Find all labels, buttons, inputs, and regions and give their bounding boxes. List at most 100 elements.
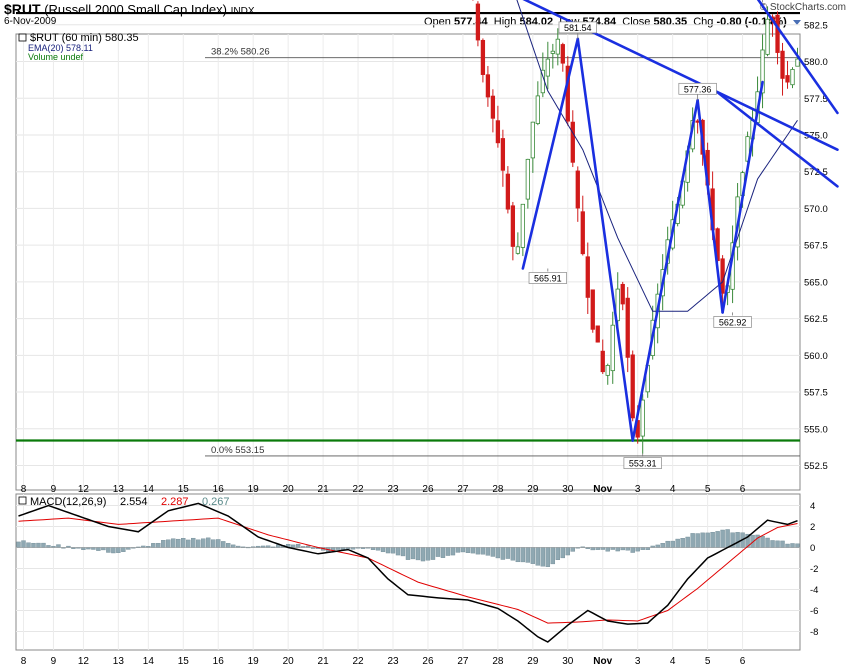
macd-hist-bar	[760, 535, 765, 548]
macd-hist-bar	[770, 540, 775, 548]
candle-body	[475, 3, 481, 41]
macd-hist-bar	[450, 547, 456, 556]
macd-hist-bar	[121, 547, 126, 552]
candle-body	[480, 39, 486, 75]
x-tick-label-bottom: 16	[213, 656, 225, 667]
macd-legend-name: MACD(12,26,9)	[30, 496, 106, 508]
x-tick-label-top: 6	[740, 484, 746, 495]
macd-hist-bar	[700, 532, 705, 548]
macd-hist-bar	[176, 538, 181, 548]
price-tick-label: 560.0	[804, 351, 828, 362]
x-tick-label-top: 14	[143, 484, 155, 495]
x-tick-label-bottom: Nov	[593, 656, 612, 667]
x-tick-label-bottom: 21	[318, 656, 330, 667]
x-tick-label-top: 5	[705, 484, 711, 495]
x-tick-label-bottom: 4	[670, 656, 676, 667]
x-tick-label-bottom: 22	[353, 656, 365, 667]
price-tick-label: 582.5	[804, 20, 828, 31]
macd-tick-label: 2	[810, 522, 815, 533]
annotation-box	[528, 272, 567, 284]
macd-hist-bar	[101, 547, 106, 551]
macd-hist-bar	[96, 547, 101, 551]
macd-hist-bar	[685, 536, 690, 548]
macd-hist-bar	[540, 547, 546, 567]
macd-tick-label: -8	[810, 627, 818, 638]
macd-hist-bar	[530, 547, 536, 564]
candle-body	[485, 74, 491, 98]
price-tick-label: 580.0	[804, 57, 828, 68]
x-tick-label-top: 13	[113, 484, 125, 495]
macd-hist-bar	[590, 547, 595, 551]
x-tick-label-bottom: 13	[113, 656, 125, 667]
macd-hist-bar	[375, 547, 381, 551]
macd-hist-bar	[435, 547, 441, 557]
macd-hist-bar	[545, 547, 551, 567]
macd-hist-bar	[705, 532, 710, 548]
x-tick-label-bottom: 14	[143, 656, 155, 667]
macd-panel: -8 -6 -4 -2 0 2 4 MACD(12,26,9) 2.554 2.287 0.267	[15, 493, 818, 651]
macd-hist-bar	[26, 542, 31, 548]
macd-hist-bar	[630, 547, 635, 553]
macd-hist-bar	[31, 542, 36, 548]
macd-hist-bar	[161, 540, 166, 548]
x-tick-label-bottom: 26	[422, 656, 434, 667]
macd-hist-bar	[620, 547, 625, 551]
x-tick-label-bottom: 23	[387, 656, 399, 667]
macd-hist-bar	[335, 547, 341, 550]
x-tick-label-top: 26	[422, 484, 434, 495]
x-tick-label-top: 22	[353, 484, 365, 495]
x-tick-label-bottom: 30	[562, 656, 574, 667]
macd-hist-bar	[780, 540, 785, 548]
price-annotation: 565.91	[534, 274, 562, 284]
macd-hist-bar	[116, 547, 121, 553]
trend-line	[721, 80, 764, 314]
macd-hist-bar	[420, 547, 426, 562]
x-tick-label-top: 19	[248, 484, 260, 495]
macd-hist-bar	[560, 547, 566, 559]
legend-swatch-candle	[18, 33, 27, 42]
annotation-box	[558, 21, 597, 34]
x-tick-label-top: 8	[21, 484, 27, 495]
x-tick-label-top: 20	[283, 484, 295, 495]
price-tick-label: 565.0	[804, 277, 828, 288]
legend-main: $RUT (60 min) 580.35	[30, 32, 139, 44]
price-panel: 552.5 555.0 557.5 560.0 562.5 565.0 567.5 570.0…	[15, 0, 839, 491]
fib-label: 38.2% 580.26	[211, 47, 270, 58]
x-tick-label-bottom: 5	[705, 656, 711, 667]
candle-body	[720, 258, 725, 294]
candle-body	[555, 38, 560, 55]
trend-line	[521, 37, 580, 270]
candle-body	[560, 44, 565, 64]
macd-hist-bar	[226, 543, 231, 548]
x-tick-label-bottom: 3	[635, 656, 641, 667]
candle-body	[615, 288, 620, 322]
macd-hist-bar	[635, 547, 640, 552]
candle-body	[610, 324, 615, 372]
macd-hist-bar	[196, 539, 201, 548]
macd-hist-bar	[81, 547, 86, 550]
macd-hist-bar	[605, 547, 610, 552]
chevron-down-icon[interactable]	[792, 19, 801, 25]
macd-hist-bar	[415, 547, 421, 561]
x-tick-label-bottom: 9	[51, 656, 57, 667]
price-plot-area	[15, 33, 801, 491]
price-annotation: 577.36	[684, 84, 712, 94]
macd-hist-value: 0.267	[202, 496, 230, 508]
x-tick-label-top: 21	[318, 484, 330, 495]
x-tick-label-top: 30	[562, 484, 574, 495]
macd-hist-bar	[211, 539, 216, 548]
macd-hist-bar	[690, 533, 695, 548]
macd-hist-bar	[520, 547, 526, 563]
macd-hist-bar	[440, 547, 446, 558]
price-tick-label: 572.5	[804, 167, 828, 178]
x-tick-label-bottom: 6	[740, 656, 746, 667]
macd-hist-bar	[216, 539, 221, 548]
chart-date: 6-Nov-2009	[4, 16, 57, 27]
macd-hist-bar	[670, 540, 675, 548]
macd-hist-bar	[660, 543, 665, 548]
macd-tick-label: 0	[810, 543, 815, 554]
macd-hist-bar	[500, 547, 506, 560]
candle-body	[535, 95, 540, 124]
x-tick-label-top: 29	[527, 484, 539, 495]
macd-hist-bar	[186, 539, 191, 548]
